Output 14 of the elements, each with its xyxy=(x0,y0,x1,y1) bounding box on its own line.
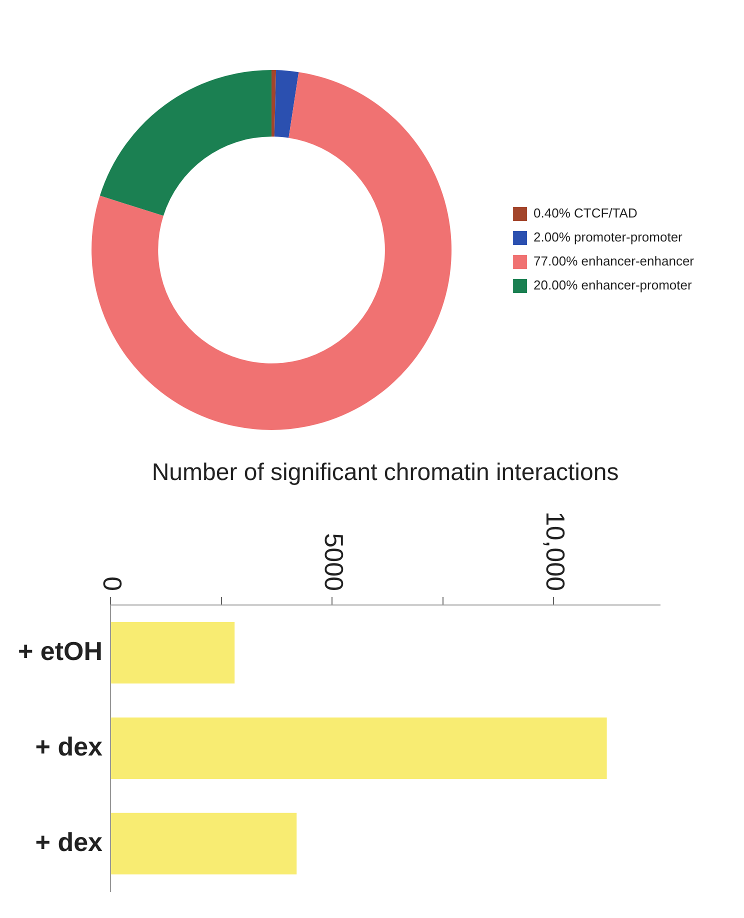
legend-label: 77.00% enhancer-enhancer xyxy=(534,254,695,269)
bar xyxy=(111,622,235,684)
x-tick-label: 10,000 xyxy=(540,511,570,591)
legend-label: 20.00% enhancer-promoter xyxy=(534,278,692,293)
x-tick-label: 0 xyxy=(97,576,128,591)
legend-label: 0.40% CTCF/TAD xyxy=(534,206,638,221)
legend-label: 2.00% promoter-promoter xyxy=(534,230,684,245)
y-tick-label: + dex xyxy=(35,731,104,762)
y-tick-label: + dex xyxy=(35,826,104,857)
x-tick-label: 5000 xyxy=(318,533,349,591)
bar xyxy=(111,812,297,874)
x-axis-title: Number of significant chromatin interactions xyxy=(152,459,619,486)
y-tick-label: + etOH xyxy=(18,636,103,666)
bar xyxy=(111,717,607,779)
